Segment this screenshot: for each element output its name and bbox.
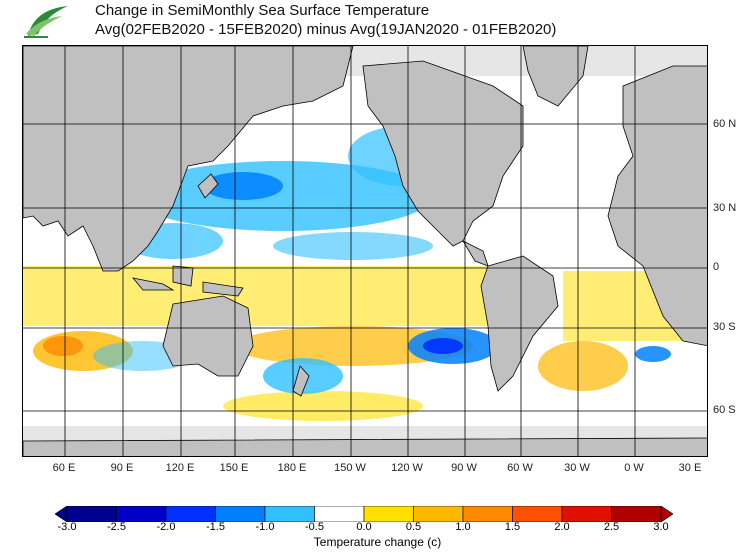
map-title-line2: Avg(02FEB2020 - 15FEB2020) minus Avg(19J… [95, 21, 557, 38]
colorbar [55, 506, 673, 522]
colorbar-tick-label: -2.5 [107, 521, 126, 533]
colorbar-swatch [512, 506, 563, 522]
lat-label-30n: 30 N [713, 202, 737, 214]
colorbar-swatch [363, 506, 414, 522]
lon-label: 90 W [451, 462, 477, 474]
lon-label: 30 E [678, 462, 702, 474]
colorbar-swatch [264, 506, 315, 522]
colorbar-tick-label: 1.5 [504, 521, 521, 533]
lon-label: 30 W [564, 462, 590, 474]
colorbar-tick-label: 0.0 [356, 521, 372, 533]
colorbar-tick-label: -1.0 [255, 521, 275, 533]
lon-label: 180 E [277, 462, 307, 474]
colorbar-tick-label: 2.0 [554, 521, 570, 533]
colorbar-tick-label: -1.5 [206, 521, 225, 533]
logo-icon [24, 6, 68, 38]
lon-label: 0 W [624, 462, 644, 474]
colorbar-title: Temperature change (c) [313, 535, 442, 549]
lon-label: 60 E [52, 462, 76, 474]
colorbar-tick-label: -2.0 [156, 521, 176, 533]
lon-label: 60 W [507, 462, 533, 474]
colorbar-swatch [165, 506, 216, 522]
graticule [23, 46, 707, 456]
colorbar-tick-label: 0.5 [405, 521, 422, 533]
colorbar-swatch [462, 506, 513, 522]
lon-label: 90 E [110, 462, 134, 474]
colorbar-tick-label: 2.5 [603, 521, 620, 533]
colorbar-swatch [413, 506, 464, 522]
colorbar-swatch [314, 506, 365, 522]
colorbar-swatch [561, 506, 612, 522]
lat-label-60s: 60 S [713, 404, 736, 416]
lat-label-30s: 30 S [713, 321, 736, 333]
colorbar-swatch [215, 506, 266, 522]
colorbar-tick-label: -3.0 [57, 521, 77, 533]
colorbar-left-arrow [55, 506, 68, 522]
colorbar-swatch [116, 506, 167, 522]
lon-label: 150 W [334, 462, 366, 474]
colorbar-tick-label: 3.0 [653, 521, 669, 533]
colorbar-right-arrow [660, 506, 673, 522]
lon-label: 120 E [165, 462, 195, 474]
land-masses [23, 46, 707, 456]
lon-label: 150 E [219, 462, 249, 474]
map-title-line1: Change in SemiMonthly Sea Surface Temper… [95, 2, 430, 19]
sst-change-map [22, 45, 708, 457]
lon-label: 120 W [391, 462, 423, 474]
colorbar-tick-label: -0.5 [305, 521, 324, 533]
colorbar-swatch [611, 506, 662, 522]
lat-label-0: 0 [713, 261, 720, 273]
lat-label-60n: 60 N [713, 118, 737, 130]
colorbar-tick-label: 1.0 [455, 521, 471, 533]
colorbar-swatch [66, 506, 117, 522]
